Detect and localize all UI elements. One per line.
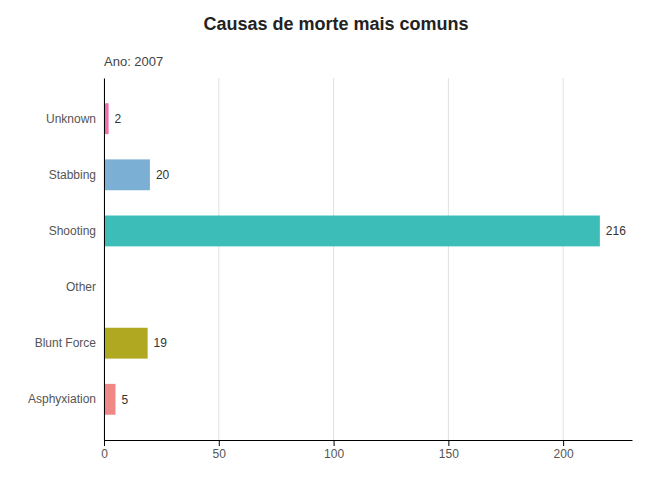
value-axis-line	[105, 440, 633, 441]
bar	[104, 328, 148, 359]
value-tick: 100	[324, 440, 344, 461]
chart-svg: Causas de morte mais comuns Ano: 2007 0 50 1…	[0, 0, 672, 480]
chart-container: Causas de morte mais comuns Ano: 2007 0 50 1…	[0, 0, 672, 480]
bar	[104, 159, 150, 190]
value-tick-label: 100	[324, 447, 344, 461]
category-axis: Unknown Stabbing Shooting Other Blunt Force A…	[28, 79, 105, 441]
category-axis-line	[104, 79, 105, 441]
value-tick-mark	[563, 440, 564, 446]
category-tick: Unknown	[46, 112, 96, 126]
category-tick-label: Other	[66, 280, 96, 294]
grid-line	[448, 78, 449, 440]
category-tick-label: Blunt Force	[35, 336, 97, 350]
value-tick-label: 50	[213, 447, 227, 461]
value-tick-label: 0	[101, 447, 108, 461]
category-tick-label: Stabbing	[49, 168, 96, 182]
category-tick: Blunt Force	[35, 336, 97, 350]
value-tick: 150	[439, 440, 459, 461]
grid-line	[218, 78, 219, 440]
data-label: 5	[121, 393, 128, 407]
value-tick: 200	[554, 440, 574, 461]
data-label: 216	[606, 224, 626, 238]
category-tick: Asphyxiation	[28, 392, 96, 406]
category-tick-label: Unknown	[46, 112, 96, 126]
category-tick: Shooting	[49, 224, 96, 238]
value-tick: 0	[101, 440, 108, 461]
data-label: 2	[115, 112, 122, 126]
bar	[104, 216, 600, 247]
data-label: 20	[156, 168, 170, 182]
bars	[104, 103, 600, 414]
value-tick-label: 200	[554, 447, 574, 461]
value-tick-mark	[448, 440, 449, 446]
category-tick: Other	[66, 280, 96, 294]
title: Causas de morte mais comuns	[203, 14, 468, 34]
value-tick-mark	[219, 440, 220, 446]
value-axis: 0 50 100 150 200	[101, 440, 632, 461]
value-tick-mark	[104, 440, 105, 446]
grid	[104, 78, 563, 440]
grid-line	[563, 78, 564, 440]
value-tick-mark	[334, 440, 335, 446]
value-tick-label: 150	[439, 447, 459, 461]
plot-area: 0 50 100 150 200 Unknown Stabbing Shooting Other…	[28, 78, 633, 461]
data-labels: 2 20 216 19 5	[115, 112, 627, 407]
category-tick: Stabbing	[49, 168, 96, 182]
grid-line	[333, 78, 334, 440]
value-tick: 50	[213, 440, 227, 461]
category-tick-label: Shooting	[49, 224, 96, 238]
grid-line	[104, 78, 105, 440]
bar	[104, 384, 115, 415]
subtitle: Ano: 2007	[104, 54, 163, 69]
data-label: 19	[154, 336, 168, 350]
category-tick-label: Asphyxiation	[28, 392, 96, 406]
